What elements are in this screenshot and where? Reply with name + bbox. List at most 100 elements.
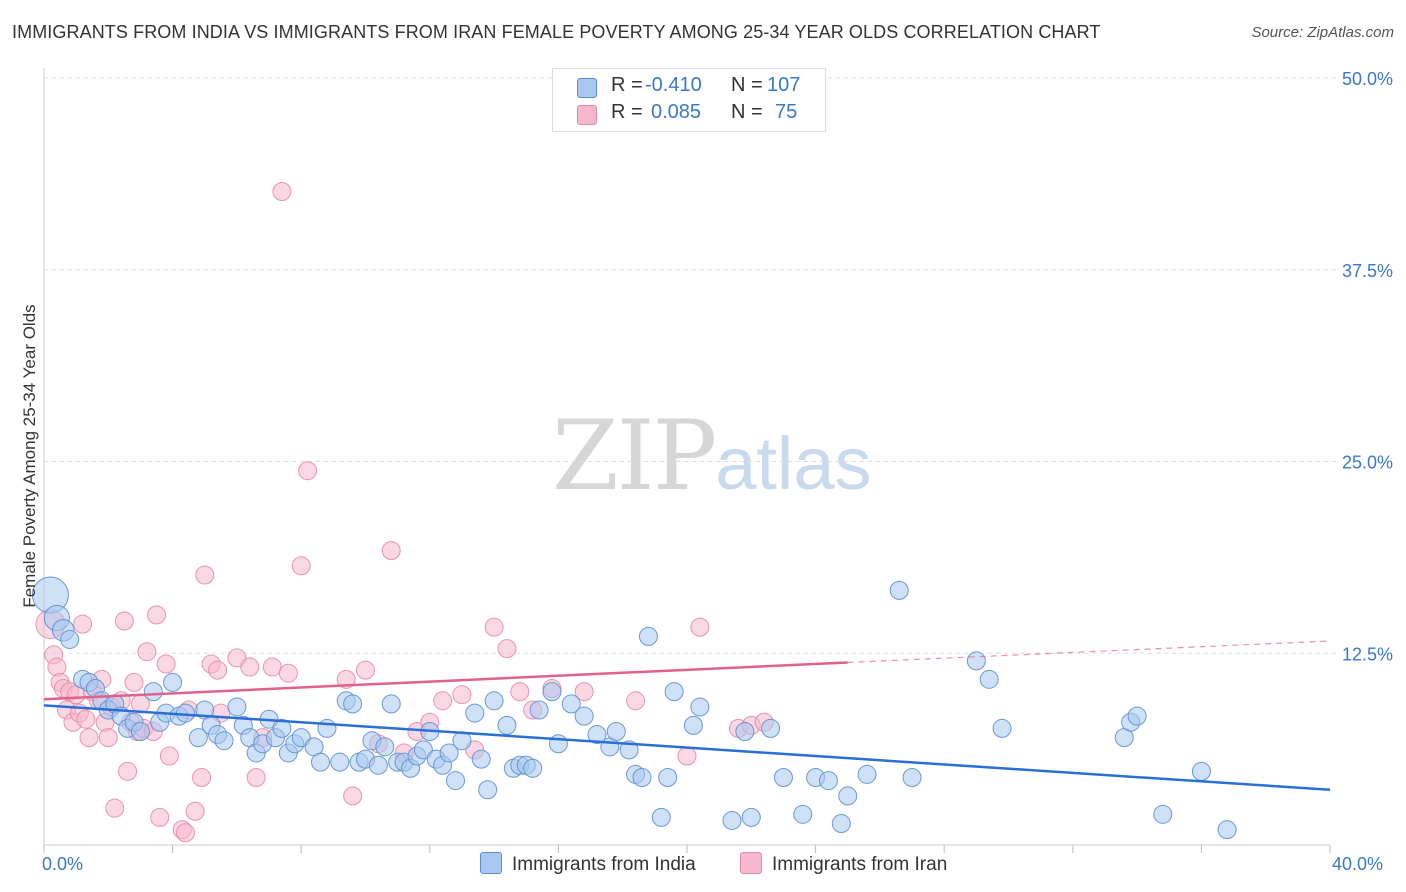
legend-label-iran: Immigrants from Iran: [772, 854, 948, 875]
iran-point: [150, 807, 170, 827]
iran-point: [278, 663, 298, 683]
iran-point: [291, 556, 311, 576]
watermark-atlas: atlas: [715, 422, 872, 505]
india-point: [343, 694, 363, 714]
x-tick-label-min: 0.0%: [42, 854, 84, 874]
series-legend: Immigrants from India Immigrants from Ir…: [0, 852, 1406, 878]
india-point: [658, 768, 678, 788]
india-point: [683, 715, 703, 735]
india-point: [561, 694, 581, 714]
legend-r-value: 0.085: [651, 101, 702, 123]
y-tick-label: 25.0%: [1342, 453, 1393, 473]
iran-point: [484, 617, 504, 637]
india-point: [632, 768, 652, 788]
india-point: [143, 682, 163, 702]
india-point: [548, 734, 568, 754]
india-point: [542, 682, 562, 702]
iran-point: [240, 657, 260, 677]
iran-point: [208, 660, 228, 680]
y-tick-label: 37.5%: [1342, 261, 1393, 281]
legend-row-iran: R = 0.085 N = 75: [553, 101, 825, 127]
iran-point: [433, 691, 453, 711]
iran-point: [246, 768, 266, 788]
india-point: [497, 715, 517, 735]
india-point: [439, 743, 459, 763]
india-point: [735, 721, 755, 741]
india-point: [761, 718, 781, 738]
india-point: [471, 749, 491, 769]
y-tick-label: 50.0%: [1342, 69, 1393, 89]
india-point: [214, 731, 234, 751]
iran-point: [356, 660, 375, 680]
india-point: [291, 728, 311, 748]
iran-point: [192, 768, 212, 788]
iran-point: [510, 682, 530, 702]
india-point: [619, 740, 639, 760]
india-point: [857, 764, 877, 784]
iran-point: [452, 685, 472, 705]
india-point: [902, 768, 922, 788]
india-point: [664, 682, 684, 702]
legend-swatch-iran: [740, 852, 762, 874]
india-point: [330, 752, 350, 772]
india-point: [773, 768, 793, 788]
iran-point: [227, 648, 247, 668]
iran-point: [574, 682, 594, 702]
iran-point: [381, 540, 401, 560]
iran-point: [73, 614, 93, 634]
legend-swatch-iran: [577, 105, 597, 125]
legend-label-india: Immigrants from India: [512, 854, 696, 875]
iran-point: [47, 657, 67, 677]
source-label: Source: ZipAtlas.com: [1251, 24, 1394, 41]
iran-point: [272, 182, 292, 202]
india-point: [130, 721, 150, 741]
india-point: [992, 718, 1012, 738]
india-point: [838, 786, 858, 806]
india-point: [1153, 804, 1173, 824]
india-point: [818, 771, 838, 791]
india-point: [587, 725, 607, 745]
india-point: [272, 718, 292, 738]
watermark: ZIPatlas: [552, 400, 872, 512]
iran-point: [76, 709, 96, 729]
legend-swatch-india: [577, 78, 597, 98]
india-point: [446, 771, 466, 791]
india-point: [638, 626, 658, 646]
legend-n-value: 107: [767, 74, 801, 96]
iran-point: [175, 823, 195, 843]
india-point: [227, 697, 247, 717]
iran-point: [98, 728, 118, 748]
iran-point: [497, 639, 517, 659]
legend-item-iran[interactable]: Immigrants from Iran: [740, 852, 947, 876]
iran-point: [118, 761, 138, 781]
iran-point: [114, 611, 134, 631]
iran-point: [298, 461, 318, 481]
y-axis-label: Female Poverty Among 25-34 Year Olds: [20, 304, 39, 608]
iran-point: [195, 565, 215, 585]
iran-trend-extension: [847, 640, 1331, 664]
india-point: [741, 807, 761, 827]
india-point: [523, 758, 543, 778]
india-point: [690, 697, 710, 717]
india-point: [966, 651, 986, 671]
iran-point: [262, 657, 282, 677]
india-point: [529, 700, 549, 720]
iran-point: [159, 746, 179, 766]
iran-point: [124, 672, 144, 692]
india-point: [413, 740, 433, 760]
iran-point: [79, 728, 99, 748]
iran-point: [185, 801, 205, 821]
legend-row-india: R = -0.410 N = 107: [553, 74, 825, 100]
legend-item-india[interactable]: Immigrants from India: [480, 852, 696, 876]
legend-r-label: R =: [611, 74, 643, 96]
iran-point: [626, 691, 646, 711]
india-point: [484, 691, 504, 711]
india-point: [1127, 706, 1147, 726]
iran-point: [147, 605, 167, 625]
legend-r-value: -0.410: [645, 74, 702, 96]
correlation-legend: R = -0.410 N = 107 R = 0.085 N = 75: [552, 68, 826, 132]
legend-n-value: 75: [775, 101, 798, 123]
india-point: [831, 814, 851, 834]
iran-point: [690, 617, 710, 637]
